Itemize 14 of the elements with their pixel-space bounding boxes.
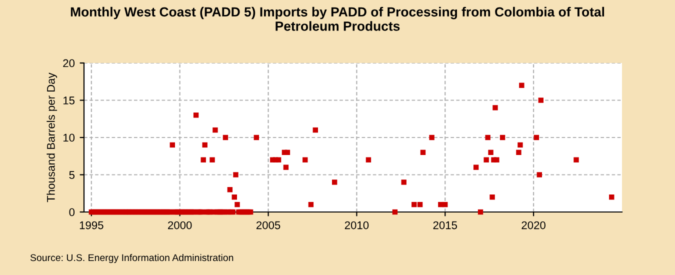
- y-tick-label: 15: [63, 96, 75, 104]
- chart-title: Monthly West Coast (PADD 5) Imports by PADD of Processing from Colombia of Total Petroleum Products: [70, 6, 604, 31]
- x-tick-label: 2015: [433, 221, 458, 230]
- x-tick-label: 2010: [344, 221, 369, 230]
- y-tick-label: 5: [69, 171, 75, 179]
- y-tick-label: 0: [69, 208, 75, 216]
- x-tick-label: 2005: [256, 221, 280, 230]
- x-tick-label: 1995: [80, 221, 104, 230]
- y-tick-label: 20: [63, 59, 75, 68]
- source-note: Source: U.S. Energy Information Administration: [30, 254, 234, 264]
- x-tick-label: 2000: [168, 221, 192, 230]
- y-axis-title: Thousand Barrels per Day: [46, 72, 58, 202]
- x-tick-label: 2020: [522, 221, 546, 230]
- y-tick-label: 10: [63, 134, 75, 142]
